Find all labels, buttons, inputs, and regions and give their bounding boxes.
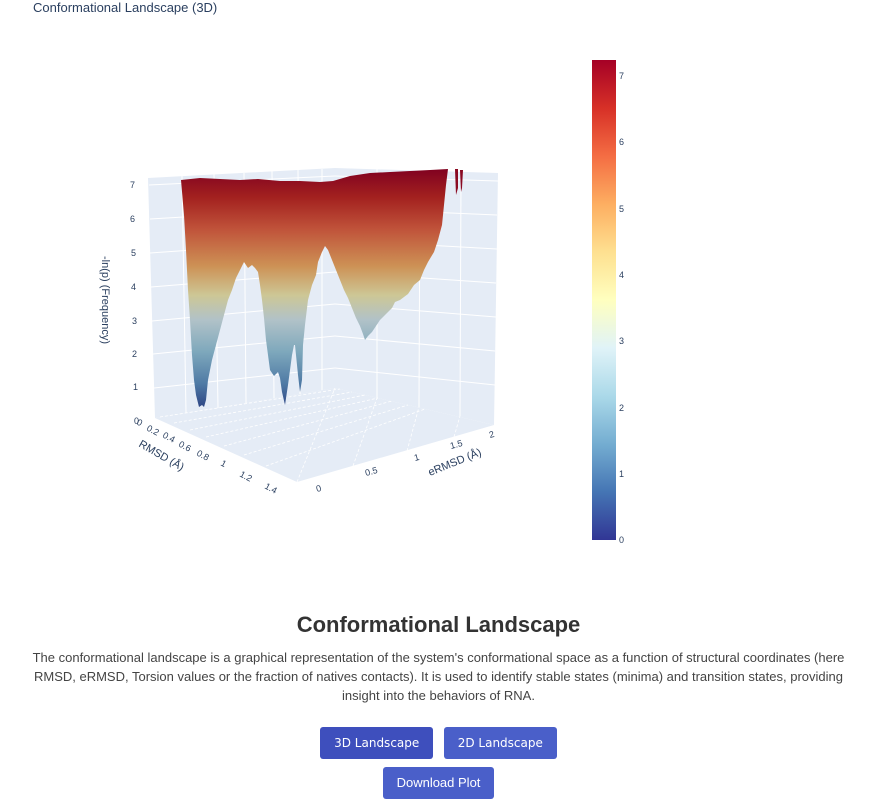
svg-text:4: 4 [619, 270, 624, 280]
svg-text:1: 1 [133, 382, 138, 392]
download-row: Download Plot [0, 767, 877, 799]
svg-text:0.8: 0.8 [195, 448, 211, 463]
svg-text:2: 2 [488, 429, 495, 440]
surface-plot-3d[interactable]: 7 6 5 4 3 2 1 0 -ln(p) (Frequency) 0 0.2… [0, 0, 877, 600]
svg-text:3: 3 [132, 316, 137, 326]
grid-floor [159, 387, 461, 483]
colorbar [592, 60, 616, 540]
svg-text:2: 2 [619, 403, 624, 413]
svg-text:5: 5 [131, 248, 136, 258]
plot-area[interactable]: 7 6 5 4 3 2 1 0 -ln(p) (Frequency) 0 0.2… [0, 0, 877, 600]
2d-landscape-button[interactable]: 2D Landscape [443, 727, 557, 759]
svg-text:2: 2 [132, 349, 137, 359]
svg-text:0: 0 [315, 483, 322, 494]
svg-text:1: 1 [219, 458, 228, 469]
z-axis-ticks: 7 6 5 4 3 2 1 0 [130, 180, 139, 426]
colorbar-ticks: 0 1 2 3 4 5 6 7 [619, 71, 624, 545]
svg-text:4: 4 [131, 282, 136, 292]
svg-text:0.2: 0.2 [145, 423, 161, 438]
landscape-toggle-row: 3D Landscape 2D Landscape [0, 727, 877, 759]
surface-spike [455, 169, 463, 195]
description-section: Conformational Landscape The conformatio… [0, 608, 877, 705]
svg-text:1.5: 1.5 [449, 438, 464, 451]
3d-landscape-button[interactable]: 3D Landscape [320, 727, 434, 759]
svg-text:6: 6 [130, 214, 135, 224]
svg-text:0.6: 0.6 [177, 439, 193, 454]
svg-text:0: 0 [619, 535, 624, 545]
section-description: The conformational landscape is a graphi… [32, 650, 845, 703]
ermsd-axis-title: eRMSD (Å) [426, 446, 483, 479]
svg-text:0: 0 [135, 417, 144, 428]
ermsd-axis-ticks: 0 0.5 1 1.5 2 [315, 429, 495, 494]
svg-text:6: 6 [619, 137, 624, 147]
svg-text:1: 1 [619, 469, 624, 479]
svg-text:1.4: 1.4 [263, 481, 279, 496]
svg-text:1.2: 1.2 [238, 469, 254, 484]
svg-text:3: 3 [619, 336, 624, 346]
energy-surface[interactable] [181, 169, 448, 407]
svg-text:0: 0 [134, 416, 139, 426]
section-heading: Conformational Landscape [296, 612, 581, 637]
z-axis-title: -ln(p) (Frequency) [99, 256, 111, 344]
download-plot-button[interactable]: Download Plot [382, 767, 495, 799]
svg-text:1: 1 [413, 452, 420, 463]
svg-text:0.5: 0.5 [364, 465, 379, 478]
svg-text:7: 7 [130, 180, 135, 190]
svg-text:5: 5 [619, 204, 624, 214]
plot-title: Conformational Landscape (3D) [33, 0, 218, 15]
svg-text:0.4: 0.4 [161, 430, 177, 445]
svg-text:7: 7 [619, 71, 624, 81]
